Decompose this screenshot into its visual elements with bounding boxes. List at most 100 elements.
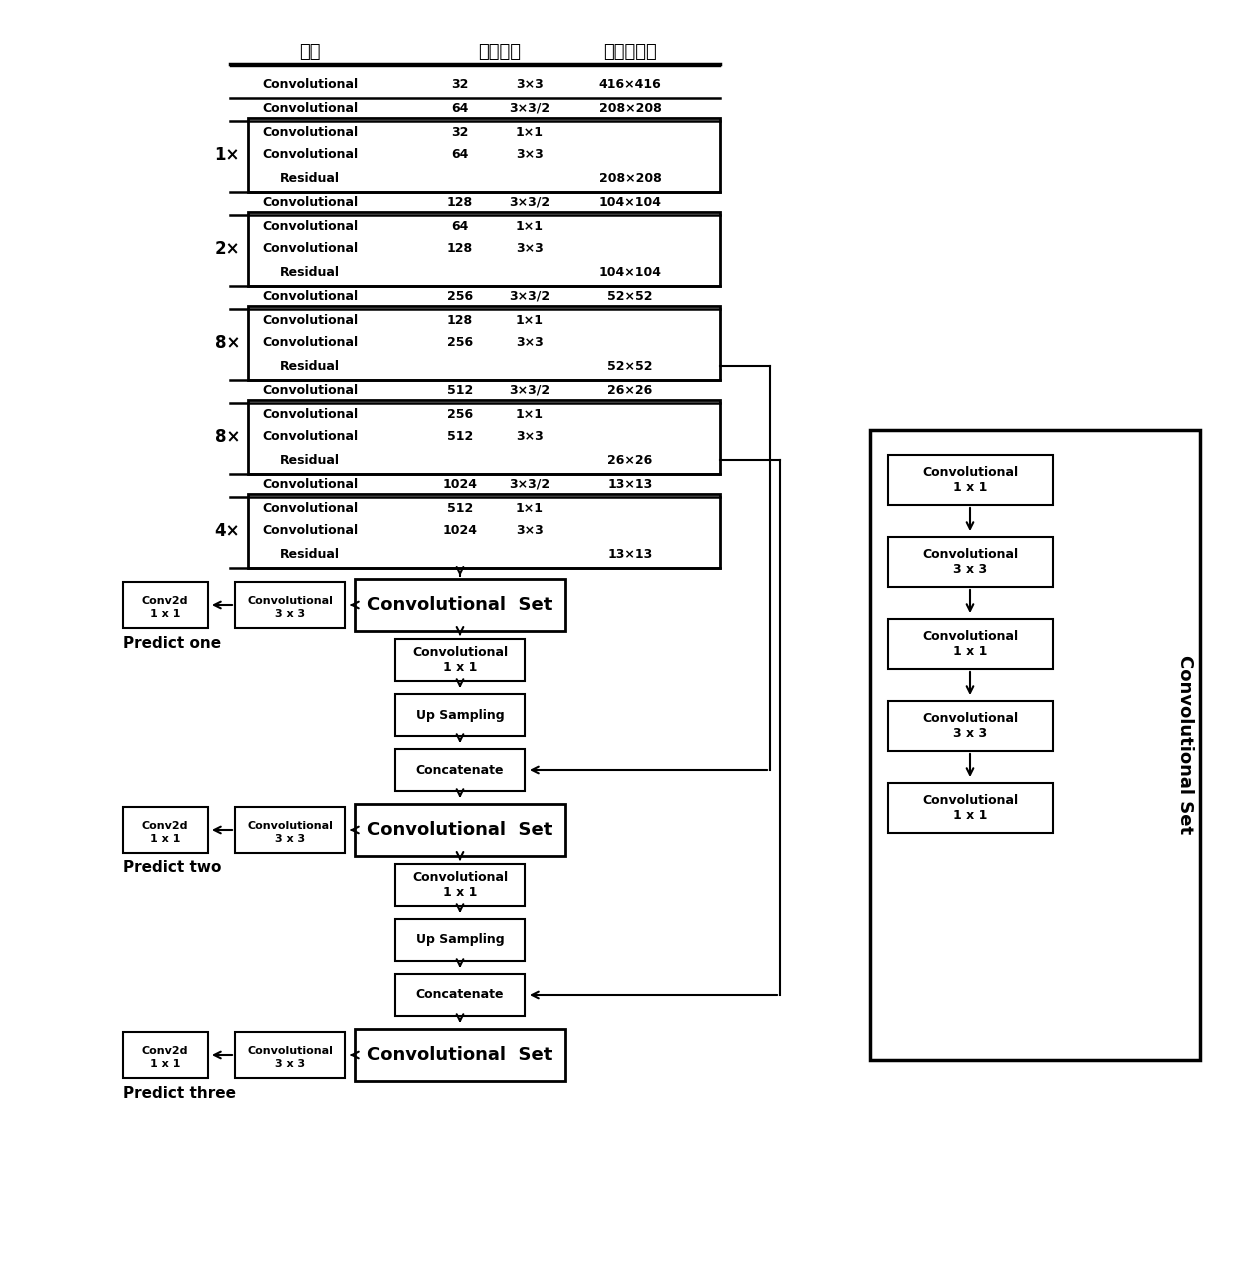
Bar	[888, 701, 1053, 752]
Text: 13×13: 13×13	[608, 547, 652, 560]
Text: 3×3/2: 3×3/2	[510, 477, 551, 490]
Bar	[396, 919, 525, 961]
Bar	[396, 694, 525, 736]
Text: 1×1: 1×1	[516, 125, 544, 139]
Text: 8×: 8×	[215, 427, 241, 447]
Text: 1×1: 1×1	[516, 407, 544, 421]
Text: Predict one: Predict one	[123, 635, 221, 651]
Text: 3 x 3: 3 x 3	[275, 835, 305, 843]
Bar	[396, 749, 525, 791]
Text: 512: 512	[446, 384, 474, 397]
Text: Convolutional: Convolutional	[262, 407, 358, 421]
Text: Convolutional
1 x 1: Convolutional 1 x 1	[921, 466, 1018, 494]
Text: Convolutional
1 x 1: Convolutional 1 x 1	[921, 630, 1018, 658]
Text: Convolutional: Convolutional	[262, 477, 358, 490]
Text: Concatenate: Concatenate	[415, 763, 505, 777]
Text: Convolutional
3 x 3: Convolutional 3 x 3	[921, 712, 1018, 740]
Bar	[888, 783, 1053, 833]
Text: Residual: Residual	[280, 360, 340, 373]
Text: Up Sampling: Up Sampling	[415, 708, 505, 721]
Text: 特征图大小: 特征图大小	[603, 43, 657, 61]
Text: 3×3: 3×3	[516, 242, 544, 255]
Text: Convolutional  Set: Convolutional Set	[367, 1046, 553, 1064]
Text: Concatenate: Concatenate	[415, 989, 505, 1002]
Text: 128: 128	[446, 314, 474, 327]
Text: Convolutional: Convolutional	[262, 195, 358, 208]
Bar	[248, 212, 720, 286]
Text: Convolutional: Convolutional	[262, 384, 358, 397]
Text: 3×3: 3×3	[516, 148, 544, 162]
Text: Convolutional
1 x 1: Convolutional 1 x 1	[921, 794, 1018, 822]
Text: Convolutional  Set: Convolutional Set	[367, 596, 553, 614]
Text: 64: 64	[451, 148, 469, 162]
Text: 3×3/2: 3×3/2	[510, 384, 551, 397]
Bar	[396, 974, 525, 1016]
Text: 104×104: 104×104	[599, 265, 661, 278]
Text: 1024: 1024	[443, 477, 477, 490]
Text: Convolutional: Convolutional	[262, 148, 358, 162]
Text: 1024: 1024	[443, 524, 477, 537]
Text: 208×208: 208×208	[599, 102, 661, 115]
Text: Convolutional
1 x 1: Convolutional 1 x 1	[412, 872, 508, 900]
Text: Convolutional: Convolutional	[262, 125, 358, 139]
Text: Convolutional: Convolutional	[247, 1046, 332, 1057]
Bar	[248, 494, 720, 568]
Text: 3×3/2: 3×3/2	[510, 195, 551, 208]
Text: 26×26: 26×26	[608, 384, 652, 397]
Text: 3×3/2: 3×3/2	[510, 290, 551, 302]
Bar	[355, 1028, 565, 1081]
Text: Residual: Residual	[280, 453, 340, 467]
Text: 64: 64	[451, 102, 469, 115]
Text: Convolutional: Convolutional	[262, 314, 358, 327]
Bar	[888, 619, 1053, 669]
Bar	[870, 430, 1200, 1060]
Text: 3×3: 3×3	[516, 524, 544, 537]
Bar	[355, 579, 565, 632]
Text: 3×3: 3×3	[516, 430, 544, 444]
Text: Residual: Residual	[280, 171, 340, 185]
Text: 1 x 1: 1 x 1	[150, 609, 180, 619]
Text: Convolutional: Convolutional	[262, 79, 358, 92]
Text: Convolutional: Convolutional	[262, 219, 358, 232]
Text: 1 x 1: 1 x 1	[150, 1059, 180, 1069]
Text: Convolutional  Set: Convolutional Set	[367, 820, 553, 840]
Text: 52×52: 52×52	[608, 290, 652, 302]
Text: 3 x 3: 3 x 3	[275, 1059, 305, 1069]
Text: Predict three: Predict three	[123, 1086, 236, 1100]
Text: Predict two: Predict two	[123, 860, 222, 875]
Text: 1 x 1: 1 x 1	[150, 835, 180, 843]
Bar	[248, 306, 720, 380]
Bar	[123, 1032, 208, 1078]
Text: 256: 256	[446, 407, 474, 421]
Text: 128: 128	[446, 195, 474, 208]
Bar	[396, 864, 525, 906]
Text: 2×: 2×	[215, 240, 241, 258]
Text: 256: 256	[446, 290, 474, 302]
Text: Conv2d: Conv2d	[141, 1046, 188, 1057]
Text: Convolutional: Convolutional	[247, 596, 332, 606]
Text: Convolutional
3 x 3: Convolutional 3 x 3	[921, 547, 1018, 575]
Text: 13×13: 13×13	[608, 477, 652, 490]
Text: Conv2d: Conv2d	[141, 596, 188, 606]
Text: Convolutional: Convolutional	[262, 430, 358, 444]
Text: Convolutional: Convolutional	[262, 337, 358, 350]
Text: Convolutional: Convolutional	[262, 501, 358, 514]
Bar	[888, 456, 1053, 505]
Bar	[396, 639, 525, 681]
Text: Convolutional: Convolutional	[262, 242, 358, 255]
Bar	[248, 117, 720, 191]
Bar	[355, 804, 565, 856]
Text: 32: 32	[451, 125, 469, 139]
Text: 3×3: 3×3	[516, 337, 544, 350]
Text: 1×: 1×	[215, 145, 241, 165]
Text: 3×3/2: 3×3/2	[510, 102, 551, 115]
Text: Conv2d: Conv2d	[141, 820, 188, 831]
Text: Convolutional Set: Convolutional Set	[1176, 656, 1194, 835]
Text: 3 x 3: 3 x 3	[275, 609, 305, 619]
Text: Convolutional: Convolutional	[247, 820, 332, 831]
Bar	[123, 806, 208, 852]
Bar	[248, 399, 720, 473]
Text: 类型: 类型	[299, 43, 321, 61]
Text: 4×: 4×	[215, 522, 241, 540]
Text: Residual: Residual	[280, 547, 340, 560]
